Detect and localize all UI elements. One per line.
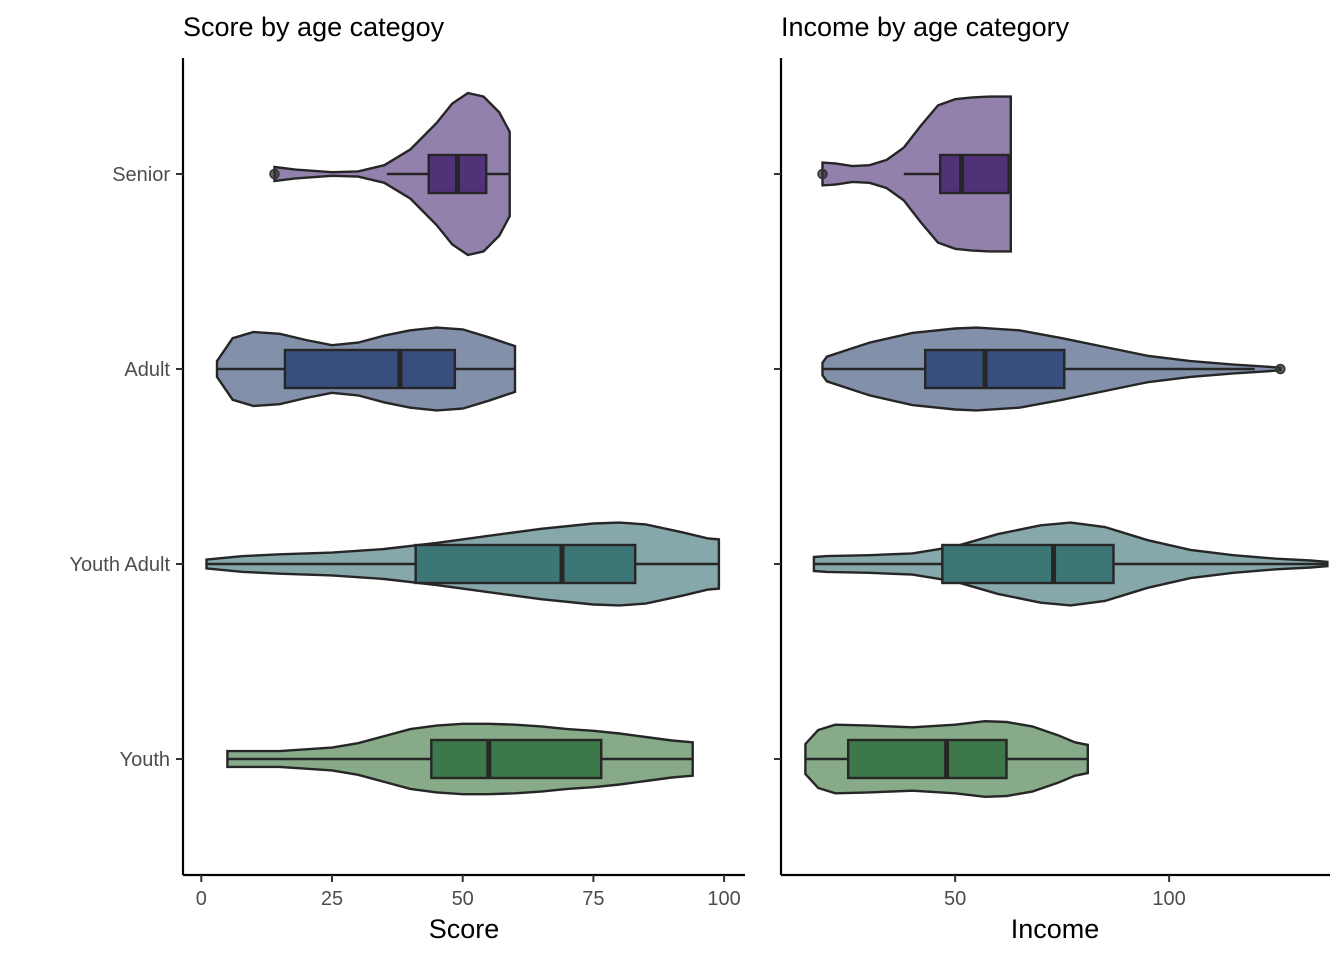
income-plot-area bbox=[804, 95, 1329, 799]
score-x-axis-title: Score bbox=[429, 914, 500, 944]
income-youth-box bbox=[846, 738, 1008, 780]
score-x-tick-label: 50 bbox=[452, 888, 474, 910]
income-adult-box bbox=[924, 348, 1066, 390]
category-label-youth: Youth bbox=[120, 749, 170, 771]
score-panel: Score by age categoy Score 0 25 50 75 100 Sen… bbox=[70, 12, 745, 944]
income-senior-outlier bbox=[817, 168, 828, 180]
score-axes: 0 25 50 75 100 Senior Adult Youth Adult Youth bbox=[70, 58, 745, 910]
score-senior-outlier bbox=[269, 168, 280, 180]
category-label-adult: Adult bbox=[124, 359, 170, 381]
score-youth-box bbox=[430, 738, 603, 780]
score-x-tick-label: 100 bbox=[707, 888, 740, 910]
income-x-tick-label: 50 bbox=[944, 888, 966, 910]
income-panel: Income by age category Income 50 100 bbox=[774, 12, 1330, 944]
score-x-tick-label: 0 bbox=[196, 888, 207, 910]
category-label-senior: Senior bbox=[112, 164, 170, 186]
score-x-tick-label: 75 bbox=[582, 888, 604, 910]
income-youth-adult-box bbox=[941, 543, 1115, 585]
income-axes: 50 100 bbox=[774, 58, 1330, 910]
category-label-youth-adult: Youth Adult bbox=[70, 554, 171, 576]
income-panel-title: Income by age category bbox=[781, 12, 1070, 42]
income-x-axis-title: Income bbox=[1011, 914, 1100, 944]
score-adult-box bbox=[283, 348, 457, 390]
income-senior-box bbox=[938, 153, 1010, 195]
income-x-tick-label: 100 bbox=[1152, 888, 1185, 910]
score-panel-title: Score by age categoy bbox=[183, 12, 445, 42]
income-adult-outlier bbox=[1275, 363, 1286, 375]
score-youth-adult-box bbox=[414, 543, 637, 585]
score-x-tick-label: 25 bbox=[321, 888, 343, 910]
score-plot-area bbox=[205, 91, 721, 796]
